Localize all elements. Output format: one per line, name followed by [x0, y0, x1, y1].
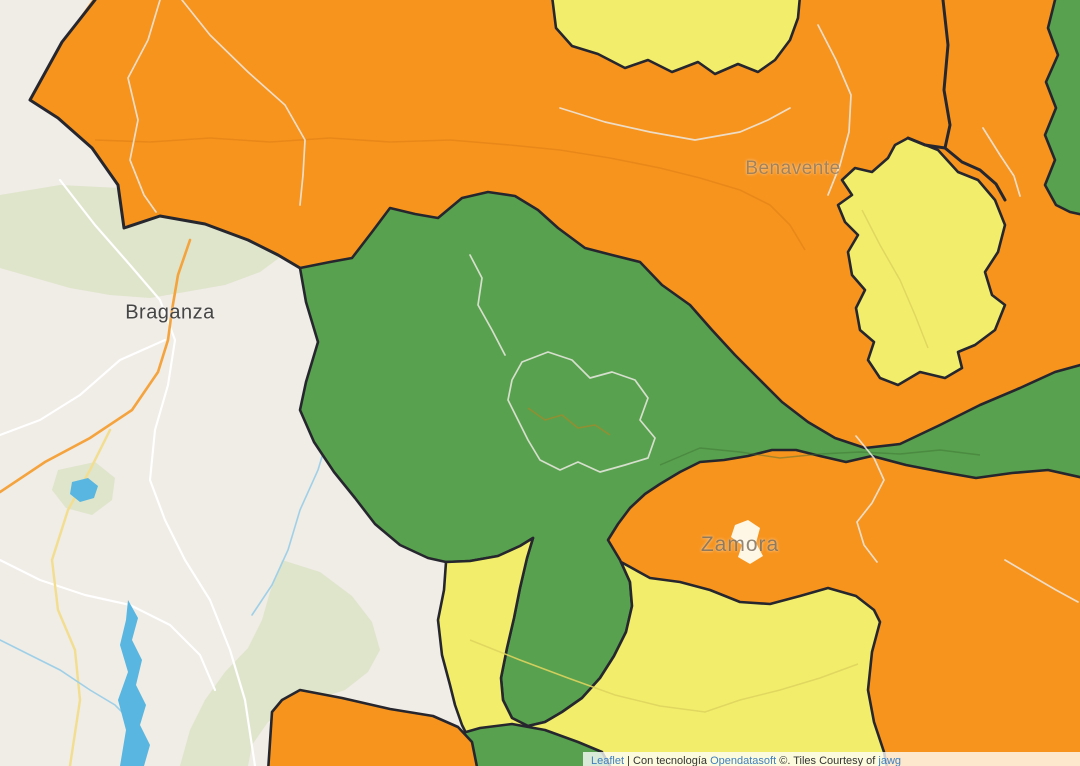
leaflet-link[interactable]: Leaflet: [591, 755, 625, 766]
river-squiggle: [527, 407, 611, 436]
lake: [70, 478, 98, 502]
minor-road: [0, 338, 167, 437]
municipal-boundary: [817, 24, 852, 196]
region-polygon-yellow-east[interactable]: [836, 136, 1007, 387]
city-label-zamora: Zamora: [700, 533, 780, 556]
municipal-boundary: [1004, 559, 1079, 603]
internal-border: [906, 0, 952, 150]
municipal-boundary: [469, 254, 506, 356]
municipal-boundary: [855, 435, 885, 563]
municipal-boundary: [127, 0, 161, 213]
reservoir: [118, 600, 150, 766]
minor-road: [58, 178, 257, 766]
tiles-provider-link[interactable]: jawg: [878, 755, 902, 766]
region-polygon-green-topright[interactable]: [1043, 0, 1080, 216]
faint-road: [469, 639, 859, 713]
provider-link[interactable]: Opendatasoft: [710, 755, 777, 766]
attribution-tiles-credit: . Tiles Courtesy of: [787, 755, 879, 766]
attribution-copyright: ©: [776, 755, 788, 766]
attribution-separator: |: [624, 755, 634, 766]
map-attribution: Leaflet | Con tecnología Opendatasoft ©.…: [583, 752, 1080, 766]
municipal-boundary: [559, 107, 791, 141]
faint-road: [94, 137, 806, 251]
municipal-boundary: [181, 0, 306, 206]
internal-border: [943, 146, 1007, 202]
river: [251, 429, 331, 616]
region-polygon-orange-enclave[interactable]: [507, 351, 656, 473]
main-road: [0, 238, 192, 494]
city-label-benavente: Benavente: [745, 158, 841, 179]
frontier-border: [28, 0, 302, 270]
river: [0, 639, 129, 719]
river-in-green: [659, 447, 981, 466]
city-marker-zamora: [731, 520, 763, 564]
region-polygon-yellow-top[interactable]: [551, 0, 801, 76]
faint-road: [861, 209, 929, 349]
attribution-powered-by: Con tecnología: [633, 755, 711, 766]
city-label-braganza: Braganza: [125, 301, 215, 324]
municipal-boundary: [982, 127, 1021, 197]
region-polygon-orange-southwest[interactable]: [267, 688, 479, 766]
secondary-road: [50, 428, 112, 766]
park-area: [180, 560, 380, 766]
